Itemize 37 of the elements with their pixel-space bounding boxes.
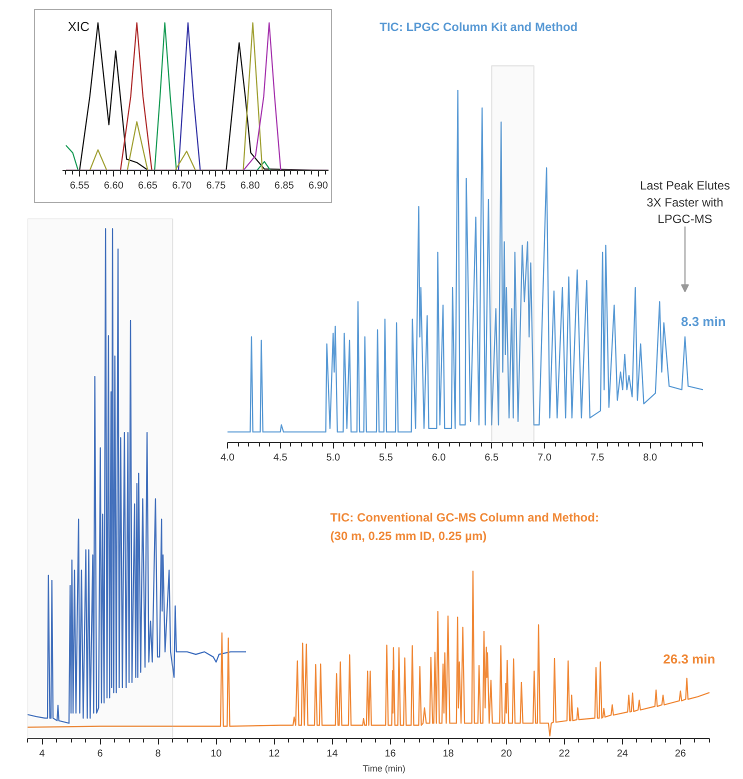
x-tick-label: 8 [155,748,162,760]
x-tick-label: 5.0 [326,452,341,464]
x-tick-label: 6.90 [308,180,328,192]
x-tick-label: 16 [384,748,396,760]
annotation: 26.3 min [663,651,716,666]
x-tick-label: 6.75 [206,180,226,192]
x-tick-label: 6.65 [138,180,158,192]
x-tick-label: 6 [97,748,104,760]
x-axis-title: Time (min) [362,764,406,774]
x-tick-label: 26 [674,748,686,760]
x-tick-label: 8.0 [643,452,658,464]
annotation: XIC [68,18,90,34]
x-tick-label: 20 [500,748,512,760]
x-tick-label: 24 [616,748,628,760]
x-tick-label: 7.0 [538,452,552,464]
x-tick-label: 6.70 [172,180,192,192]
x-tick-label: 6.5 [484,452,500,464]
text: TIC: Conventional GC-MS Column and Method: [330,510,599,524]
x-tick-label: 6.55 [70,180,90,192]
x-tick-label: 14 [326,748,338,760]
x-tick-label: 22 [558,748,570,760]
x-tick-label: 6.85 [274,180,294,192]
x-tick-label: 4.0 [220,452,235,464]
x-tick-label: 6.60 [104,180,124,192]
x-tick-label: 4 [39,748,46,760]
x-tick-label: 6.80 [240,180,260,192]
x-tick-label: 6.0 [432,452,446,464]
x-tick-label: 12 [268,748,280,760]
x-tick-label: 7.5 [590,452,605,464]
text: (30 m, 0.25 mm ID, 0.25 µm) [330,529,487,544]
x-tick-label: 5.5 [379,452,394,464]
x-tick-label: 4.5 [273,452,288,464]
x-tick-label: 10 [210,748,222,760]
chart-title: TIC: LPGC Column Kit and Method [380,20,578,34]
annotation: 8.3 min [680,314,726,329]
annotation: Last Peak Elutes 3X Faster with LPGC-MS [640,178,730,226]
x-tick-label: 18 [442,748,454,760]
